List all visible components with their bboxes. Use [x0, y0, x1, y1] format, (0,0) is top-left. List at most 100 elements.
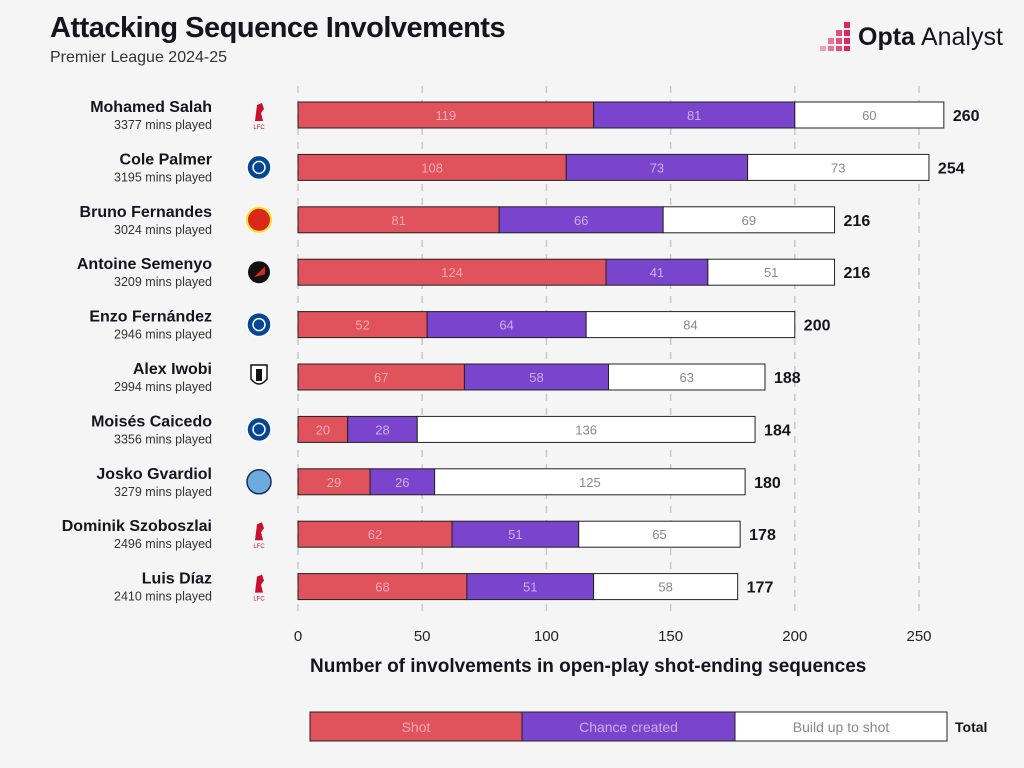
crest-inner: [252, 317, 266, 332]
minutes-played: 2946 mins played: [114, 328, 212, 342]
player-name: Dominik Szoboszlai: [62, 518, 212, 535]
player-name: Enzo Fernández: [89, 309, 212, 326]
bar-segment-build-up-to-shot: [585, 311, 796, 339]
bar-segment-chance-created: [426, 311, 587, 339]
bar-value-label: 73: [650, 160, 664, 175]
player-name: Bruno Fernandes: [80, 204, 213, 221]
bar-value-label: 84: [683, 318, 697, 333]
opta-logo-icon: [820, 22, 850, 51]
legend-label: Chance created: [579, 719, 678, 735]
player-name: Josko Gvardiol: [96, 466, 212, 483]
legend-swatch: [734, 711, 948, 742]
x-tick-label: 50: [414, 628, 431, 645]
total-label: 178: [749, 527, 776, 544]
minutes-played: 3209 mins played: [114, 275, 212, 289]
bar-value-label: 73: [831, 160, 845, 175]
total-label: 177: [747, 580, 774, 597]
bar-segment-chance-created: [466, 573, 595, 601]
bar-value-label: 108: [421, 160, 443, 175]
chelsea-crest-icon: [246, 311, 272, 338]
bar-value-label: 51: [764, 265, 778, 280]
minutes-played: 3377 mins played: [114, 118, 212, 132]
bar-segment-shot: [297, 258, 607, 286]
man-utd-crest-icon: [246, 206, 272, 233]
bar-value-label: 67: [374, 370, 388, 385]
minutes-played: 3356 mins played: [114, 432, 212, 446]
liverpool-crest-icon: [255, 103, 264, 121]
liverpool-crest-icon: [255, 522, 264, 541]
crest-lfc-text: LFC: [253, 597, 265, 603]
bar-segment-build-up-to-shot: [662, 206, 836, 234]
chart-title: Attacking Sequence Involvements: [50, 12, 506, 44]
bar-value-label: 68: [375, 580, 389, 595]
x-tick-label: 200: [782, 628, 807, 645]
bar-value-label: 119: [435, 108, 456, 123]
bar-segment-chance-created: [463, 363, 610, 391]
bar-segment-build-up-to-shot: [578, 520, 741, 548]
bar-value-label: 65: [652, 527, 666, 542]
legend-label: Build up to shot: [793, 719, 890, 735]
bar-value-label: 60: [862, 108, 876, 123]
minutes-played: 2410 mins played: [114, 590, 212, 604]
bar-value-label: 28: [375, 422, 389, 437]
player-name: Mohamed Salah: [90, 99, 212, 116]
total-label: 180: [754, 475, 781, 492]
minutes-played: 3024 mins played: [114, 223, 212, 237]
bar-segment-build-up-to-shot: [416, 415, 756, 443]
player-name: Luis Díaz: [142, 571, 212, 588]
bar-segment-shot: [297, 468, 371, 496]
bar-value-label: 51: [508, 527, 522, 542]
bar-value-label: 81: [391, 213, 405, 228]
opta-analyst-logo: Opta Analyst: [818, 22, 1003, 52]
bar-value-label: 20: [316, 422, 330, 437]
bar-segment-chance-created: [369, 468, 436, 496]
bar-segment-build-up-to-shot: [747, 153, 930, 181]
player-name: Moisés Caicedo: [91, 413, 212, 430]
chelsea-crest-icon: [246, 154, 272, 181]
bar-segment-build-up-to-shot: [608, 363, 766, 391]
bar-segment-chance-created: [347, 415, 418, 443]
player-name: Cole Palmer: [120, 151, 212, 168]
crest-inner: [252, 160, 266, 175]
total-label: 216: [844, 265, 871, 282]
man-city-crest-icon: [246, 469, 272, 495]
bar-value-label: 69: [742, 213, 756, 228]
liverpool-crest-icon: [255, 574, 264, 593]
bar-segment-shot: [297, 311, 428, 339]
bar-value-label: 41: [650, 265, 664, 280]
bar-segment-chance-created: [593, 101, 796, 129]
crest-lfc-text: LFC: [253, 125, 265, 131]
bar-value-label: 124: [441, 265, 463, 280]
logo-text-bold: Opta: [858, 22, 915, 51]
legend-swatch: [521, 711, 736, 742]
bar-value-label: 66: [574, 213, 588, 228]
total-label: 254: [938, 160, 965, 177]
bar-value-label: 52: [355, 318, 369, 333]
bar-value-label: 51: [523, 580, 537, 595]
bar-segment-chance-created: [451, 520, 580, 548]
x-axis-label: Number of involvements in open-play shot…: [310, 656, 867, 677]
bar-segment-chance-created: [498, 206, 664, 234]
bar-value-label: 81: [687, 108, 701, 123]
player-name: Alex Iwobi: [133, 361, 212, 378]
total-label: 200: [804, 318, 831, 335]
bar-value-label: 58: [658, 580, 672, 595]
bar-value-label: 63: [680, 370, 694, 385]
crest-lfc-text: LFC: [253, 544, 265, 550]
logo-text-light: Analyst: [920, 22, 1003, 51]
player-name: Antoine Semenyo: [77, 256, 212, 273]
bar-segment-shot: [297, 520, 453, 548]
bar-segment-build-up-to-shot: [707, 258, 836, 286]
bar-segment-chance-created: [605, 258, 709, 286]
total-label: 184: [764, 422, 791, 439]
x-tick-label: 150: [658, 628, 683, 645]
bar-value-label: 29: [327, 475, 341, 490]
chelsea-crest-icon: [246, 416, 272, 443]
bar-segment-build-up-to-shot: [593, 573, 739, 601]
bar-segment-shot: [297, 415, 349, 443]
crest-inner: [254, 266, 265, 278]
legend-swatch: [309, 711, 523, 742]
bar-segment-shot: [297, 101, 595, 129]
